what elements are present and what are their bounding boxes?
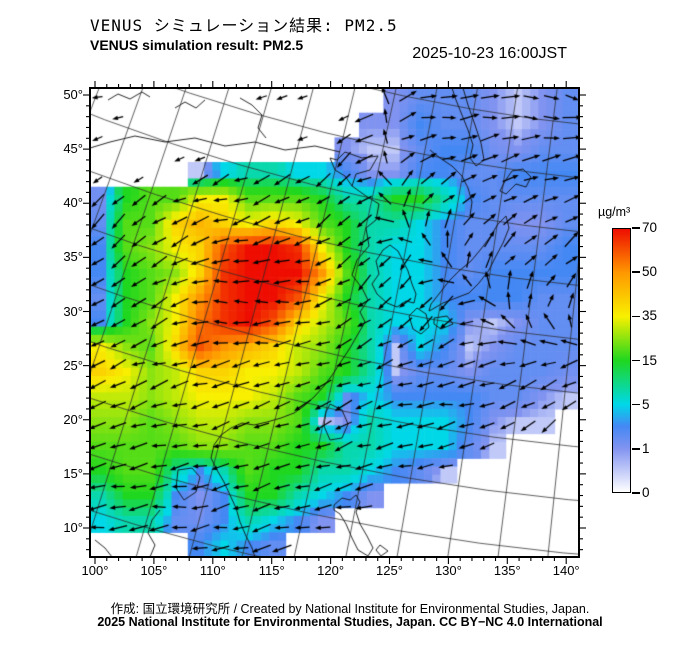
lon-label: 110° — [199, 563, 226, 578]
colorbar-tick-label: 1 — [642, 440, 650, 456]
colorbar-tick — [632, 271, 640, 273]
colorbar — [612, 228, 631, 493]
lon-label: 115° — [258, 563, 285, 578]
colorbar-tick — [632, 403, 640, 406]
lon-label: 135° — [493, 563, 521, 578]
pm25-map-canvas — [90, 88, 579, 557]
lat-label: 10° — [63, 520, 83, 535]
colorbar-tick — [632, 315, 640, 318]
lon-label: 105° — [140, 563, 168, 578]
colorbar-tick — [632, 448, 640, 450]
lat-label: 15° — [63, 465, 83, 481]
lat-label: 25° — [63, 357, 83, 373]
lat-label: 45° — [63, 141, 83, 157]
lon-label: 140° — [552, 563, 580, 578]
colorbar-tick-label: 50 — [642, 264, 658, 280]
page-title-japanese: VENUS シミュレーション結果: PM2.5 — [90, 16, 398, 35]
lon-label: 100° — [81, 563, 109, 578]
colorbar-tick — [632, 359, 640, 362]
lon-label: 120° — [317, 563, 345, 578]
page-title-english: VENUS simulation result: PM2.5 — [90, 37, 304, 53]
lat-label: 20° — [63, 411, 83, 427]
lat-label: 35° — [63, 249, 83, 265]
credit-line: 作成: 国立環境研究所 / Created by National Instit… — [110, 602, 590, 616]
forecast-timestamp: 2025-10-23 16:00JST — [412, 45, 567, 62]
colorbar-tick-label: 5 — [642, 396, 650, 412]
lon-label: 125° — [376, 563, 403, 578]
lon-label: 130° — [434, 563, 462, 578]
colorbar-tick-label: 70 — [642, 220, 658, 235]
lat-label: 50° — [63, 87, 83, 102]
colorbar-tick — [632, 492, 640, 494]
colorbar-tick-label: 15 — [642, 352, 658, 368]
lat-label: 40° — [63, 195, 83, 211]
colorbar-tick-label: 35 — [642, 308, 658, 324]
colorbar-tick-label: 0 — [642, 485, 650, 500]
lat-label: 30° — [63, 303, 83, 319]
colorbar-tick — [632, 227, 640, 229]
colorbar-unit-label: µg/m³ — [598, 205, 631, 219]
license-line: 2025 National Institute for Environmenta… — [97, 615, 603, 629]
